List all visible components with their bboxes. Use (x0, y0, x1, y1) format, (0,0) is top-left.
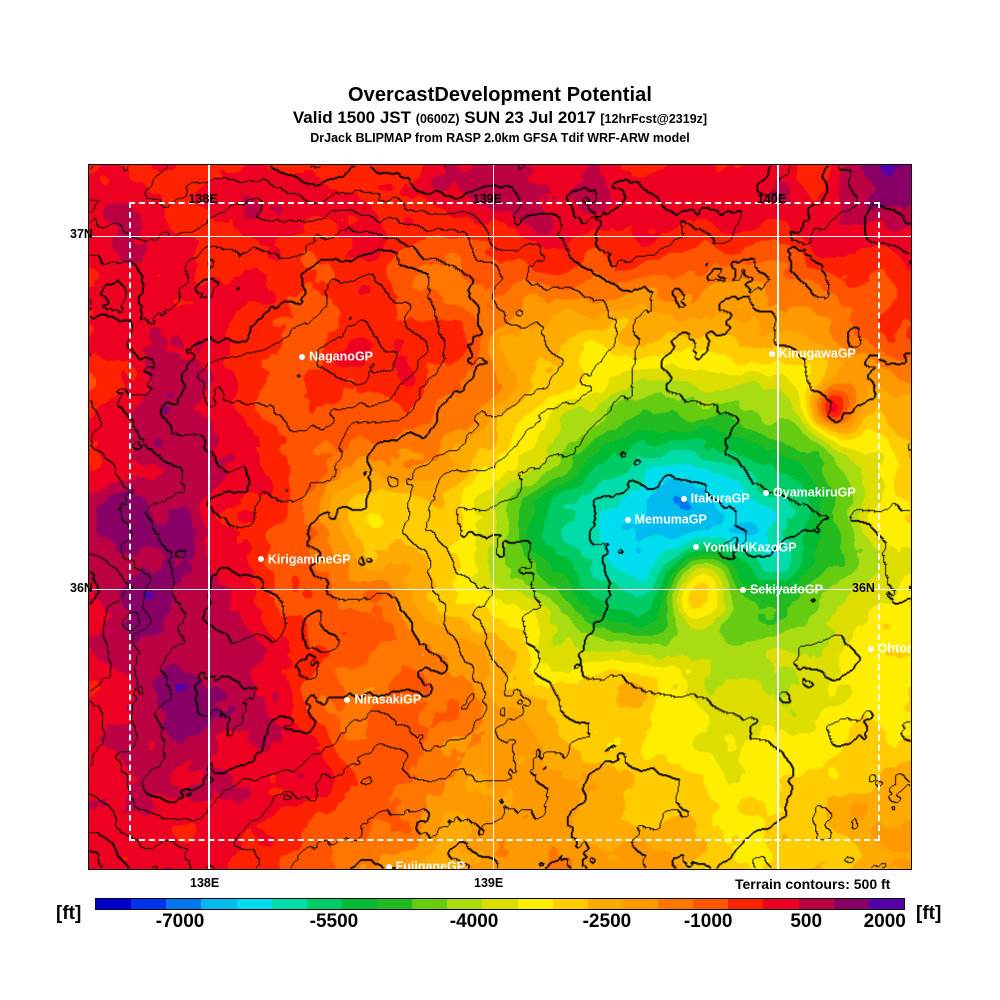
colorbar-tick-label: -2500 (582, 911, 632, 932)
colorbar[interactable] (95, 898, 905, 910)
map-site-marker[interactable]: NirasakiGP (344, 693, 421, 706)
colorbar-segment (552, 899, 588, 909)
site-label: YomiuriKazoGP (702, 540, 797, 555)
site-dot-icon (299, 353, 306, 360)
header-block: OvercastDevelopment Potential Valid 1500… (0, 84, 1000, 146)
colorbar-segment (377, 899, 413, 909)
colorbar-tick-label: -4000 (449, 911, 499, 932)
site-dot-icon (624, 516, 631, 523)
lon-label-top: 138E (188, 191, 218, 206)
map-site-marker[interactable]: KirigamineGP (257, 552, 351, 567)
site-label: ItakuraGP (690, 491, 750, 506)
site-dot-icon (680, 495, 687, 502)
site-dot-icon (692, 544, 699, 551)
colorbar-segment (341, 899, 377, 909)
page-title: OvercastDevelopment Potential (347, 84, 653, 106)
map-overlay: 138E 139E 140E NaganoGP KinugawaGP OyamakiruG… (89, 165, 911, 869)
colorbar-segment (236, 899, 272, 909)
site-label: MemumaGP (634, 512, 707, 527)
graticule-meridian (208, 165, 210, 869)
colorbar-segment (412, 899, 448, 909)
terrain-contour-note: Terrain contours: 500 ft (735, 876, 891, 892)
colorbar-segment (201, 899, 237, 909)
map-site-marker[interactable]: MemumaGP (624, 512, 707, 527)
map-site-marker[interactable]: NaganoGP (299, 350, 373, 363)
site-dot-icon (763, 489, 770, 496)
site-dot-icon (385, 864, 392, 869)
graticule-meridian (492, 165, 495, 869)
colorbar-segment (306, 899, 342, 909)
forecast-map[interactable]: 138E 139E 140E NaganoGP KinugawaGP OyamakiruG… (88, 164, 912, 870)
lon-label-bottom-138e: 138E (190, 876, 220, 890)
colorbar-segment (482, 899, 518, 909)
graticule-parallel (89, 235, 911, 238)
colorbar-unit-left: [ft] (56, 903, 82, 924)
lon-label-top: 139E (472, 191, 502, 206)
map-site-marker[interactable]: FujiganeGP (385, 860, 466, 870)
site-dot-icon (768, 350, 775, 357)
colorbar-tick-label: -5500 (309, 911, 359, 932)
lon-label-top: 140E (757, 191, 787, 206)
colorbar-segment (166, 899, 202, 909)
site-label: NirasakiGP (354, 692, 422, 707)
colorbar-segment (517, 899, 553, 909)
site-label: Ohtone (877, 641, 911, 656)
lat-label-right-36n: 36N (852, 581, 875, 595)
map-site-marker[interactable]: SekiyadoGP (739, 582, 823, 597)
colorbar-segment (868, 899, 904, 909)
colorbar-segment (131, 899, 167, 909)
site-label: FujiganeGP (395, 860, 466, 870)
colorbar-tick-label: -7000 (155, 911, 205, 932)
colorbar-segment (447, 899, 483, 909)
model-source: DrJack BLIPMAP from RASP 2.0km GFSA Tdif… (310, 131, 690, 145)
site-dot-icon (344, 696, 351, 703)
graticule-parallel (89, 588, 911, 591)
map-raster (89, 165, 911, 869)
colorbar-segment (587, 899, 623, 909)
lat-label-left-37n: 37N (70, 227, 93, 241)
site-label: OyamakiruGP (773, 485, 856, 500)
site-dot-icon (257, 556, 264, 563)
colorbar-segment (622, 899, 658, 909)
map-site-marker[interactable]: Ohtone (867, 641, 911, 656)
site-dot-icon (739, 586, 746, 593)
map-site-marker[interactable]: OyamakiruGP (763, 486, 856, 499)
colorbar-tick-label: 500 (790, 911, 823, 932)
valid-time: Valid 1500 JST (292, 108, 412, 127)
map-site-marker[interactable]: KinugawaGP (768, 346, 856, 361)
site-label: KinugawaGP (778, 346, 856, 361)
forecast-tag: [12hrFcst@2319z] (600, 112, 708, 126)
colorbar-ticks: -7000 -5500 -4000 -2500 -1000 500 2000 (95, 911, 906, 937)
graticule-meridian (777, 165, 779, 869)
valid-utc: (0600Z) (415, 112, 460, 126)
colorbar-segment (833, 899, 869, 909)
site-dot-icon (867, 645, 874, 652)
map-site-marker[interactable]: ItakuraGP (680, 491, 750, 506)
map-site-marker[interactable]: YomiuriKazoGP (692, 540, 797, 555)
model-domain-box (128, 201, 881, 841)
colorbar-segment (96, 899, 132, 909)
colorbar-tick-label: 2000 (863, 911, 906, 932)
colorbar-segment (763, 899, 799, 909)
colorbar-segment (798, 899, 834, 909)
colorbar-tick-label: -1000 (683, 911, 733, 932)
site-label: NaganoGP (309, 349, 374, 364)
site-label: SekiyadoGP (749, 582, 823, 597)
colorbar-unit-right: [ft] (916, 903, 942, 924)
colorbar-segment (693, 899, 729, 909)
colorbar-segment (658, 899, 694, 909)
valid-line: Valid 1500 JST (0600Z) SUN 23 Jul 2017 [… (0, 108, 1000, 129)
site-label: KirigamineGP (267, 552, 351, 567)
lon-label-bottom-139e: 139E (474, 876, 504, 890)
valid-date: SUN 23 Jul 2017 (464, 108, 596, 127)
colorbar-segment (271, 899, 307, 909)
lat-label-left-36n: 36N (70, 581, 93, 595)
colorbar-segment (728, 899, 764, 909)
